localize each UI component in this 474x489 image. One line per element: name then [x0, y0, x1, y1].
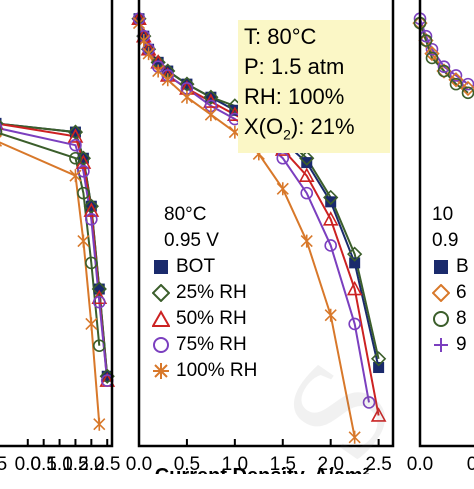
panel-2-series-5-point [277, 182, 288, 195]
panel-2-series-5-point [181, 91, 192, 104]
panel-2-series-1-point [301, 157, 312, 168]
panel-2-x-tick-label: 0.0 [126, 454, 152, 474]
condition-temperature: T: 80°C [244, 22, 384, 52]
legend-right-partial: 10 0.9 B 6 8 9 [432, 202, 474, 358]
panel-1-series-6-point [86, 317, 97, 330]
x-axis-label: Current Density, A/cm² [155, 465, 370, 474]
condition-oxygen: X(O2): 21% [244, 112, 384, 149]
panel-2-series-5-point [349, 431, 360, 444]
legend-header-temperature: 80°C [152, 202, 302, 228]
panel-2-series-5-point [325, 309, 336, 322]
panel-2-series-5-point [301, 235, 312, 248]
condition-pressure: P: 1.5 atm [244, 52, 384, 82]
diamond-marker-icon [152, 284, 170, 302]
panel-1-series-6-point [0, 134, 2, 147]
legend-right-item: 9 [432, 332, 474, 358]
legend-item-25rh: 25% RH [152, 280, 302, 306]
legend-right-item: 6 [432, 280, 474, 306]
panel-1-x-tick-label: 1.5 [0, 454, 7, 474]
panel-2-series-1-point [373, 362, 384, 373]
diamond-marker-icon [432, 284, 450, 302]
legend-right-header-2: 0.9 [432, 228, 474, 254]
panel-3-x-tick-label: 0.0 [407, 454, 433, 474]
panel-2-series-1-point [325, 196, 336, 207]
star-marker-icon [152, 362, 170, 380]
legend-item-50rh: 50% RH [152, 306, 302, 332]
panel-1-series-6-point [78, 235, 89, 248]
legend-item-bot: BOT [152, 254, 302, 280]
panel-3-x-tick-label: 0.5 [467, 454, 474, 474]
panel-1-series-2-line [0, 123, 107, 376]
circle-marker-icon [432, 310, 450, 328]
panel-1-series-1-line [0, 123, 107, 376]
triangle-marker-icon [152, 310, 170, 328]
panel-2-x-tick-label: 2.5 [365, 454, 391, 474]
panel-1-series-6-point [94, 418, 105, 431]
panel-1-x-tick-label: 2.5 [94, 454, 120, 474]
circle-marker-icon [152, 336, 170, 354]
legend-right-header-1: 10 [432, 202, 474, 228]
legend-right-item: 8 [432, 306, 474, 332]
legend-right-item: B [432, 254, 474, 280]
square-marker-icon [152, 258, 170, 276]
plus-marker-icon [432, 336, 450, 354]
legend-item-75rh: 75% RH [152, 332, 302, 358]
test-conditions-box: T: 80°C P: 1.5 atm RH: 100% X(O2): 21% [238, 20, 390, 153]
legend-header-voltage: 0.95 V [152, 228, 302, 254]
panel-2-series-5-point [205, 108, 216, 121]
panel-2-series-1-point [349, 257, 360, 268]
legend-middle: 80°C 0.95 V BOT 25% RH 50% RH 75% RH 100… [152, 202, 302, 384]
panel-1-series-3-line [0, 123, 107, 380]
legend-item-100rh: 100% RH [152, 358, 302, 384]
condition-rh: RH: 100% [244, 82, 384, 112]
square-marker-icon [432, 258, 450, 276]
